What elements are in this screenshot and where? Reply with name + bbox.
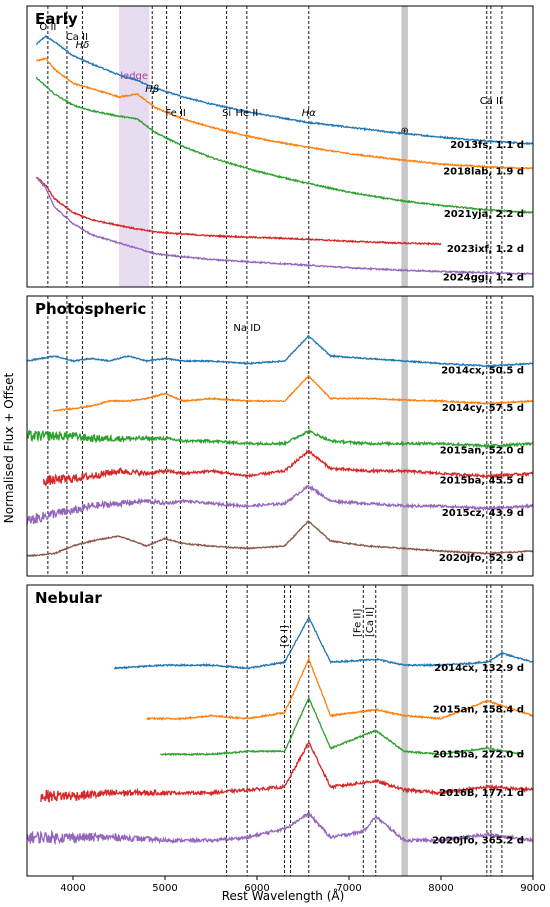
shaded-region-label: ⊕	[400, 126, 408, 137]
spectrum-2018lab	[35, 56, 534, 170]
shaded-region	[401, 585, 408, 876]
panel-title: Photospheric	[35, 300, 146, 318]
series-label: 2014cx, 132.9 d	[434, 663, 524, 674]
spectrum-2015an	[146, 656, 533, 721]
spectrum-2023ixf	[35, 176, 442, 246]
spectrum-2024ggi	[35, 176, 534, 276]
spectrum-2014cx	[113, 616, 533, 670]
panel-frame	[26, 5, 534, 288]
spectrum-2015cz	[26, 484, 534, 526]
marker-label: Ca II	[480, 96, 502, 107]
x-tick-label: 7000	[336, 883, 361, 894]
panel-frame	[26, 584, 534, 877]
spectrum-2014cx	[26, 334, 534, 368]
marker-label: [Fe II]	[352, 609, 363, 637]
series-label: 2024ggi, 1.2 d	[443, 272, 524, 283]
x-tick-label: 4000	[60, 883, 85, 894]
shaded-region-label: ledge	[120, 71, 148, 82]
shaded-region	[401, 296, 408, 576]
series-label: 2015ba, 272.0 d	[433, 750, 524, 761]
spectrum-2020jfo	[26, 520, 534, 558]
x-tick-label: 6000	[244, 883, 269, 894]
series-label: 2014cx, 50.5 d	[441, 366, 524, 377]
marker-label: O II	[39, 22, 56, 33]
spectrum-2013fs	[36, 35, 534, 145]
spectrum-2016B	[40, 742, 534, 804]
series-label: 2015an, 52.0 d	[440, 446, 524, 457]
marker-label: Si	[222, 108, 231, 119]
marker-label: Ca II	[66, 32, 88, 43]
panel-nebular: 2014cx, 132.9 d 2015an, 158.4 d 2015ba, 27…	[26, 584, 534, 877]
spectrum-2015an	[26, 428, 534, 450]
x-tick-label: 8000	[428, 883, 453, 894]
series-label: 2015an, 158.4 d	[433, 704, 524, 715]
shaded-region	[401, 6, 408, 287]
marker-label: [O I]	[279, 625, 290, 647]
panel-frame	[26, 295, 534, 577]
y-axis-label: Normalised Flux + Offset	[2, 372, 16, 523]
series-label: 2016B, 177.1 d	[439, 788, 524, 799]
marker-label: Hδ	[76, 40, 90, 51]
x-axis-label: Rest Wavelength (Å)	[222, 888, 345, 903]
series-label: 2021yja, 2.2 d	[444, 209, 524, 220]
marker-label: Na ID	[233, 323, 261, 334]
series-label: 2020jfo, 52.9 d	[439, 553, 524, 564]
series-label: 2013fs, 1.1 d	[450, 140, 524, 151]
panel-early: ledge ⊕ 2013fs, 1.1 d 2018lab, 1.9 d 2021yja…	[26, 5, 534, 288]
x-tick-label: 5000	[152, 883, 177, 894]
marker-label: Fe II	[165, 108, 185, 119]
panel-title: Nebular	[35, 589, 102, 607]
marker-label: Hα	[302, 108, 317, 119]
marker-label: [Ca II]	[365, 607, 376, 637]
marker-label: Hβ	[145, 84, 160, 95]
spectrum-2014cy	[52, 374, 534, 412]
spectrum-2015ba	[42, 449, 534, 487]
series-label: 2015ba, 45.5 d	[440, 476, 524, 487]
series-label: 2018lab, 1.9 d	[443, 166, 524, 177]
spectrum-2020jfo	[26, 811, 534, 846]
panel-title: Early	[35, 10, 78, 28]
x-tick-label: 9000	[520, 883, 545, 894]
spectrum-2021yja	[35, 76, 533, 215]
series-label: 2023ixf, 1.2 d	[447, 244, 524, 255]
shaded-region	[119, 6, 150, 287]
spectrum-2015ba	[160, 696, 525, 757]
panel-photospheric: 2014cx, 50.5 d 2014cy, 57.5 d 2015an, 52.0…	[26, 295, 534, 577]
series-label: 2020jfo, 365.2 d	[432, 836, 524, 847]
marker-label: He II	[236, 108, 259, 119]
series-label: 2015cz, 43.9 d	[442, 508, 524, 519]
series-label: 2014cy, 57.5 d	[442, 403, 524, 414]
